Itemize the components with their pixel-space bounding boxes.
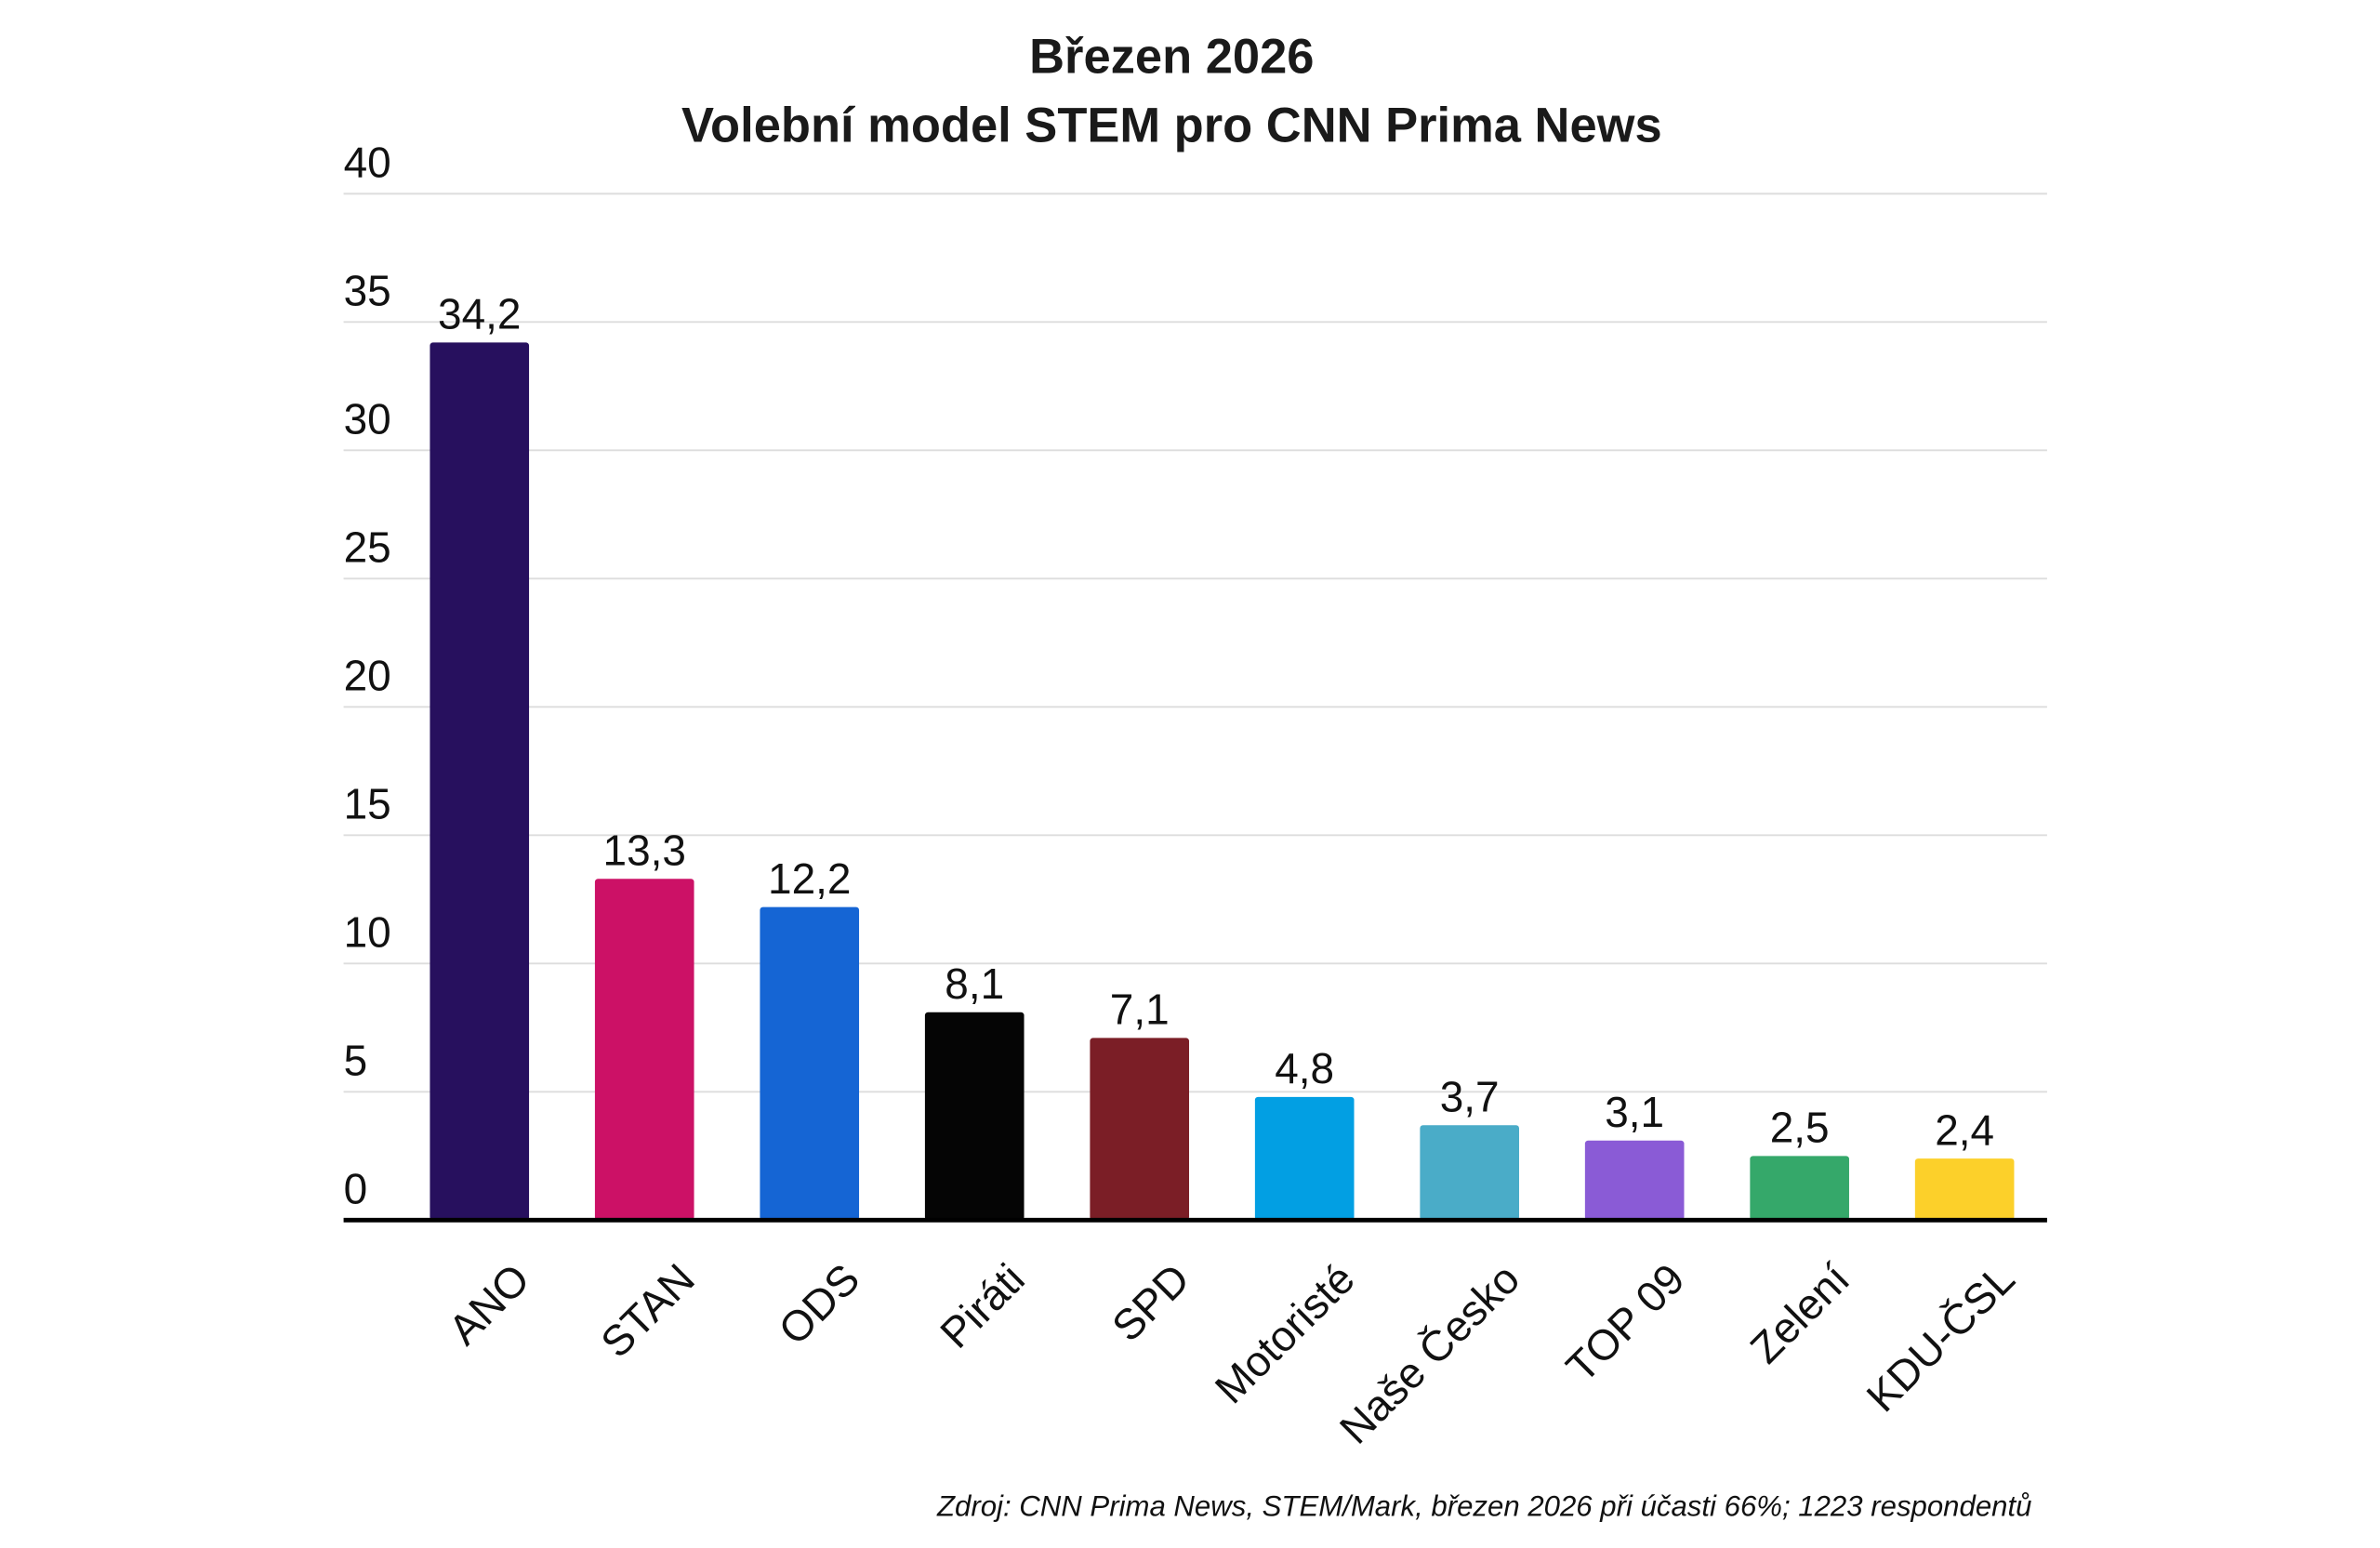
value-label: 2,5: [1770, 1104, 1830, 1152]
y-tick-label: 15: [344, 779, 391, 827]
bar: [1420, 1125, 1519, 1221]
y-tick-label: 20: [344, 651, 391, 699]
x-tick-label: SPD: [1103, 1254, 1199, 1351]
y-tick-label: 35: [344, 266, 391, 314]
bar: [1254, 1096, 1355, 1221]
value-label: 4,8: [1275, 1044, 1334, 1092]
x-tick-label: STAN: [591, 1254, 704, 1367]
x-tick-label: Piráti: [931, 1254, 1034, 1357]
value-label: 3,7: [1440, 1072, 1500, 1120]
value-label: 34,2: [438, 290, 521, 338]
bar: [430, 342, 530, 1221]
value-label: 7,1: [1110, 986, 1170, 1034]
y-tick-label: 5: [344, 1036, 368, 1084]
value-label: 13,3: [603, 826, 686, 874]
bar: [1090, 1038, 1190, 1221]
bar: [924, 1012, 1025, 1221]
bar: [760, 906, 860, 1221]
bar: [594, 879, 694, 1221]
chart-subtitle: Volební model STEM pro CNN Prima News: [681, 99, 1662, 153]
y-tick-label: 0: [344, 1164, 368, 1212]
bar: [1750, 1156, 1849, 1221]
chart-title: Březen 2026: [1029, 30, 1314, 85]
x-tick-label: KDU-ČSL: [1857, 1254, 2023, 1421]
bar: [1584, 1140, 1685, 1221]
value-label: 2,4: [1935, 1105, 1994, 1154]
y-tick-label: 40: [344, 138, 391, 186]
value-label: 8,1: [945, 959, 1004, 1008]
y-tick-label: 25: [344, 523, 391, 571]
bar: [1914, 1158, 2015, 1221]
y-tick-label: 10: [344, 907, 391, 956]
x-tick-label: ODS: [769, 1254, 868, 1354]
y-tick-label: 30: [344, 394, 391, 443]
x-tick-label: Zelení: [1740, 1254, 1858, 1372]
x-tick-label: ANO: [439, 1254, 538, 1354]
value-label: 3,1: [1605, 1088, 1664, 1136]
source-note: Zdroj: CNN Prima News, STEM/Mark, březen…: [936, 1490, 2032, 1523]
value-label: 12,2: [768, 854, 851, 903]
x-tick-label: TOP 09: [1556, 1254, 1693, 1391]
x-tick-label: Motoristé: [1206, 1254, 1364, 1412]
